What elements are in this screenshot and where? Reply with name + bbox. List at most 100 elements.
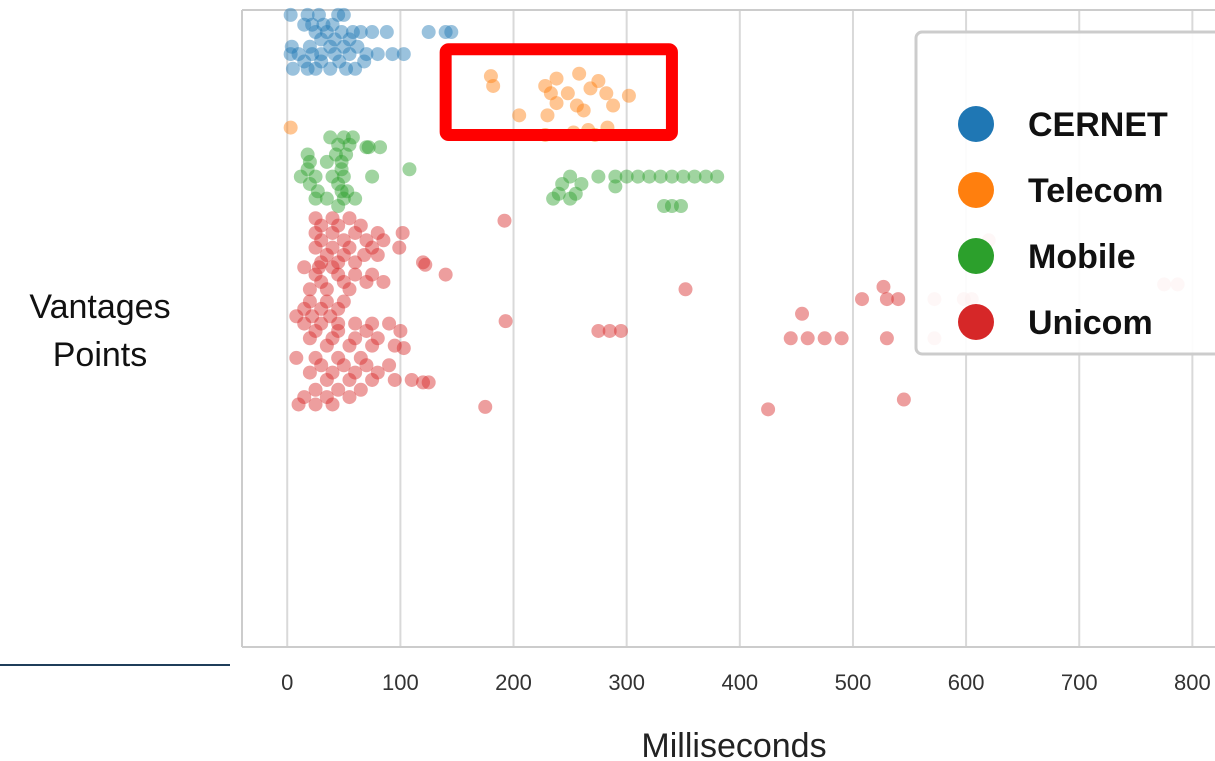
data-point — [348, 267, 363, 282]
data-point — [308, 350, 323, 365]
data-point — [302, 294, 317, 309]
data-point — [379, 25, 394, 40]
data-point — [357, 54, 372, 69]
data-point — [342, 282, 357, 297]
data-point — [621, 88, 636, 103]
data-point — [478, 399, 493, 414]
data-point — [302, 282, 317, 297]
data-point — [334, 162, 349, 177]
data-point — [348, 191, 363, 206]
highlight-box — [439, 43, 678, 141]
legend-label-telecom: Telecom — [1028, 172, 1163, 210]
data-point — [308, 169, 323, 184]
data-point — [325, 17, 340, 32]
y-axis-label-line-1: Vantages — [29, 288, 170, 326]
data-point — [336, 39, 351, 54]
data-point — [486, 78, 501, 93]
data-point — [314, 301, 329, 316]
data-point — [619, 169, 634, 184]
data-point — [572, 66, 587, 81]
data-point — [314, 358, 329, 373]
data-point — [314, 316, 329, 331]
data-point — [319, 372, 334, 387]
data-point — [583, 81, 598, 96]
data-point — [293, 169, 308, 184]
data-point — [283, 7, 298, 22]
data-point — [855, 292, 870, 307]
data-point — [591, 323, 606, 338]
data-point — [370, 331, 385, 346]
data-point — [325, 169, 340, 184]
data-point — [345, 130, 360, 145]
data-point — [382, 316, 397, 331]
data-point — [365, 316, 380, 331]
data-point — [339, 147, 354, 162]
data-point — [311, 7, 326, 22]
data-point — [323, 61, 338, 76]
data-point — [551, 186, 566, 201]
data-point — [891, 292, 906, 307]
data-point — [334, 154, 349, 169]
data-point — [297, 301, 312, 316]
legend-marker-telecom — [958, 172, 994, 208]
data-point — [319, 338, 334, 353]
data-point — [761, 402, 776, 417]
data-point — [323, 39, 338, 54]
data-point — [549, 96, 564, 111]
x-tick-label-600: 600 — [948, 670, 985, 695]
data-point — [359, 274, 374, 289]
data-point — [319, 154, 334, 169]
data-point — [297, 316, 312, 331]
data-point — [332, 54, 347, 69]
data-point — [319, 25, 334, 40]
data-point — [314, 233, 329, 248]
data-point — [642, 169, 657, 184]
data-point — [630, 169, 645, 184]
data-point — [676, 169, 691, 184]
data-point — [319, 191, 334, 206]
legend-items: CERNET Telecom Mobile Unicom — [958, 106, 1168, 342]
data-point — [348, 61, 363, 76]
data-point — [563, 169, 578, 184]
data-point — [345, 25, 360, 40]
data-point — [314, 54, 329, 69]
data-point — [283, 47, 298, 62]
data-point — [319, 248, 334, 262]
data-point — [285, 61, 300, 76]
legend-marker-mobile — [958, 238, 994, 274]
data-point — [331, 382, 346, 397]
data-point — [289, 309, 304, 324]
data-point — [291, 397, 306, 412]
data-point — [376, 233, 391, 248]
data-point — [325, 225, 340, 240]
data-point — [512, 108, 527, 123]
data-point — [297, 54, 312, 69]
data-point — [308, 211, 323, 226]
data-point — [336, 169, 351, 184]
data-point — [402, 162, 417, 177]
data-point — [302, 331, 317, 346]
data-point — [653, 169, 668, 184]
data-point — [365, 372, 380, 387]
data-point — [416, 375, 431, 390]
data-point — [560, 86, 575, 101]
data-point — [357, 248, 372, 262]
data-point — [608, 169, 623, 184]
data-point — [365, 240, 380, 255]
data-point — [664, 169, 679, 184]
legend-label-mobile: Mobile — [1028, 238, 1136, 276]
data-point — [359, 323, 374, 338]
data-point — [563, 191, 578, 206]
highlight-region — [439, 43, 678, 141]
data-point — [284, 39, 299, 54]
legend-label-cernet: CERNET — [1028, 106, 1168, 144]
data-point — [342, 211, 357, 226]
data-point — [336, 248, 351, 262]
data-point — [359, 140, 374, 155]
data-point — [297, 390, 312, 405]
series-mobile — [293, 130, 725, 213]
data-point — [438, 25, 453, 40]
legend-label-unicom: Unicom — [1028, 304, 1153, 342]
data-point — [289, 350, 304, 365]
